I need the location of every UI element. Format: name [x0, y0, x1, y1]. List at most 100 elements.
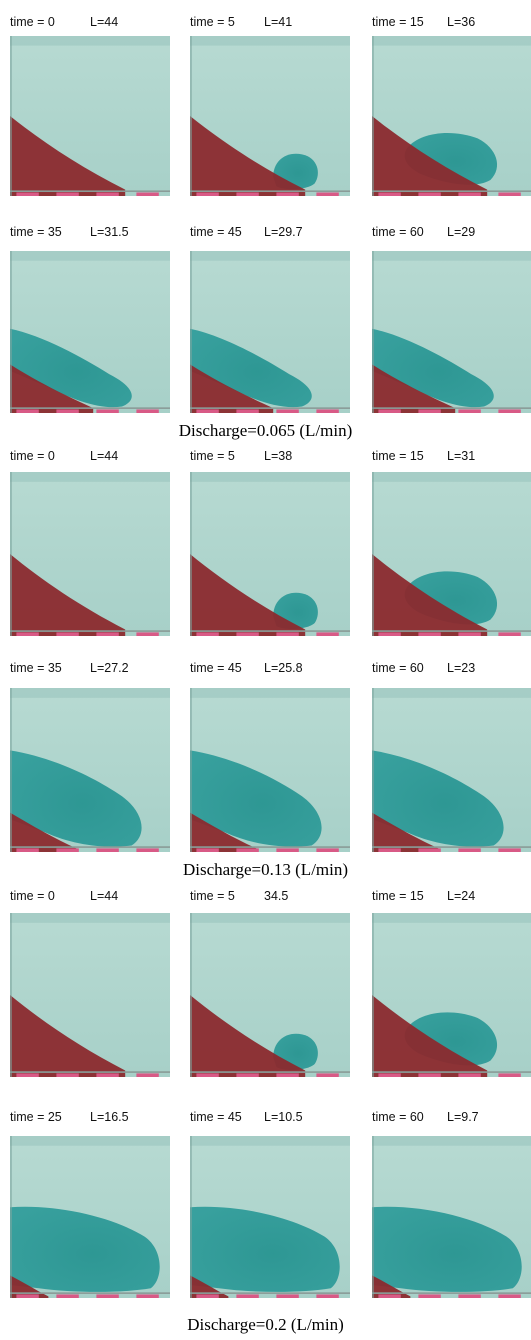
- scale-mark: [96, 1294, 119, 1298]
- experiment-photo: [372, 913, 531, 1077]
- saltwater-wedge: [10, 364, 94, 413]
- dye-plume: [372, 328, 494, 408]
- experiment-photo: [190, 251, 350, 413]
- time-label: time = 5: [190, 15, 235, 29]
- scale-mark: [236, 632, 259, 636]
- scale-mark: [498, 848, 521, 852]
- dye-plume: [10, 750, 142, 847]
- scale-mark: [236, 409, 259, 413]
- scale-mark: [236, 1294, 259, 1298]
- scale-mark: [418, 409, 441, 413]
- scale-mark: [458, 1294, 481, 1298]
- scale-mark: [96, 848, 119, 852]
- saltwater-wedge: [10, 995, 126, 1077]
- scale-mark: [196, 632, 219, 636]
- experiment-photo: [10, 472, 170, 636]
- scale-mark: [96, 1073, 119, 1077]
- scale-mark: [418, 1073, 441, 1077]
- scale-mark: [56, 192, 79, 196]
- scale-mark: [378, 409, 401, 413]
- scale-mark: [236, 192, 259, 196]
- scale-mark: [316, 632, 339, 636]
- experiment-photo: [10, 251, 170, 413]
- scale-mark: [56, 1294, 79, 1298]
- time-label: time = 15: [372, 15, 424, 29]
- time-label: time = 0: [10, 449, 55, 463]
- scale-mark: [56, 409, 79, 413]
- scale-mark: [418, 1294, 441, 1298]
- time-label: time = 60: [372, 225, 424, 239]
- experiment-photo: [190, 1136, 350, 1298]
- scale-mark: [316, 1073, 339, 1077]
- length-label: L=31.5: [90, 225, 129, 239]
- length-label: L=16.5: [90, 1110, 129, 1124]
- scale-mark: [378, 1294, 401, 1298]
- scale-mark: [418, 192, 441, 196]
- scale-mark: [498, 1294, 521, 1298]
- scale-mark: [458, 192, 481, 196]
- length-label: L=29.7: [264, 225, 303, 239]
- dye-plume: [10, 328, 132, 408]
- dye-plume: [10, 1206, 160, 1292]
- scale-mark: [96, 632, 119, 636]
- dye-plume: [190, 750, 322, 847]
- scale-mark: [458, 409, 481, 413]
- time-label: time = 45: [190, 661, 242, 675]
- length-label: L=25.8: [264, 661, 303, 675]
- scale-mark: [16, 1073, 39, 1077]
- scale-mark: [136, 848, 159, 852]
- scale-mark: [56, 632, 79, 636]
- scale-mark: [136, 192, 159, 196]
- experiment-photo: [372, 688, 531, 852]
- saltwater-wedge: [190, 116, 306, 196]
- saltwater-wedge: [10, 116, 126, 196]
- scale-mark: [418, 848, 441, 852]
- experiment-photo: [10, 36, 170, 196]
- scale-mark: [316, 192, 339, 196]
- scale-mark: [276, 848, 299, 852]
- experiment-photo: [190, 36, 350, 196]
- length-label: L=23: [447, 661, 476, 675]
- experiment-photo: [372, 36, 531, 196]
- time-label: time = 35: [10, 225, 62, 239]
- scale-mark: [56, 848, 79, 852]
- saltwater-wedge: [10, 554, 126, 636]
- scale-mark: [196, 1073, 219, 1077]
- scale-mark: [196, 192, 219, 196]
- scale-mark: [378, 1073, 401, 1077]
- time-label: time = 15: [372, 449, 424, 463]
- scale-mark: [196, 848, 219, 852]
- time-label: time = 0: [10, 15, 55, 29]
- scale-mark: [378, 848, 401, 852]
- scale-mark: [196, 409, 219, 413]
- scale-mark: [418, 632, 441, 636]
- dye-plume: [372, 750, 504, 847]
- saltwater-wedge: [372, 554, 488, 636]
- saltwater-wedge: [190, 812, 258, 852]
- time-label: time = 5: [190, 889, 235, 903]
- scale-mark: [56, 1073, 79, 1077]
- saltwater-wedge: [190, 554, 306, 636]
- time-label: time = 45: [190, 225, 242, 239]
- scale-mark: [498, 409, 521, 413]
- scale-mark: [16, 409, 39, 413]
- scale-mark: [96, 192, 119, 196]
- scale-mark: [16, 1294, 39, 1298]
- length-label: 34.5: [264, 889, 289, 903]
- length-label: L=24: [447, 889, 476, 903]
- length-label: L=36: [447, 15, 476, 29]
- time-label: time = 0: [10, 889, 55, 903]
- scale-mark: [136, 1294, 159, 1298]
- scale-mark: [276, 632, 299, 636]
- dye-plume: [190, 1206, 340, 1292]
- dye-plume: [190, 328, 312, 408]
- saltwater-wedge: [372, 116, 488, 196]
- time-label: time = 45: [190, 1110, 242, 1124]
- scale-mark: [276, 1294, 299, 1298]
- length-label: L=38: [264, 449, 293, 463]
- scale-mark: [136, 409, 159, 413]
- scale-mark: [16, 848, 39, 852]
- discharge-caption: Discharge=0.13 (L/min): [182, 860, 349, 879]
- scale-mark: [378, 632, 401, 636]
- time-label: time = 60: [372, 661, 424, 675]
